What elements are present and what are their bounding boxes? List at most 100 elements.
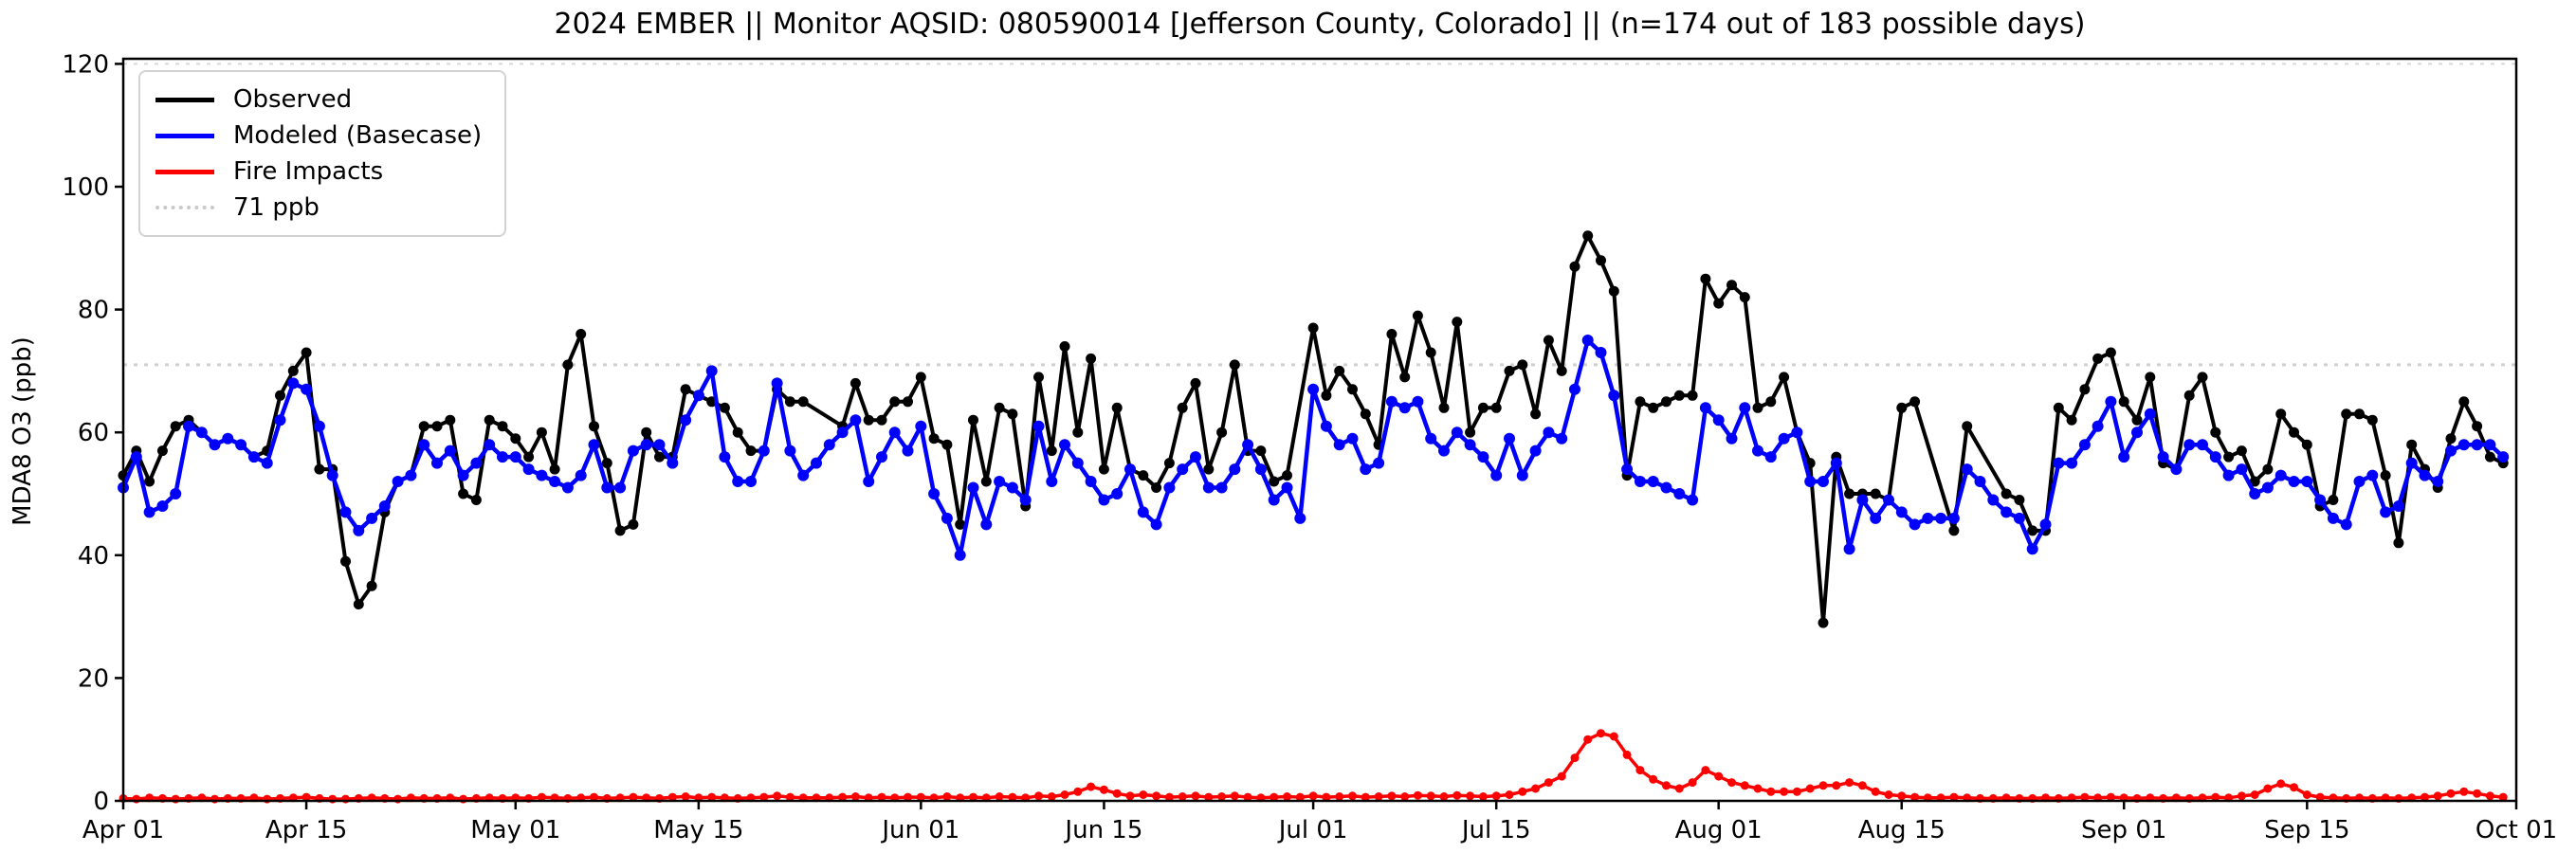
data-point xyxy=(1597,729,1605,738)
data-point xyxy=(235,439,247,451)
data-point xyxy=(2289,426,2299,438)
data-point xyxy=(590,792,598,802)
data-point xyxy=(1581,335,1594,346)
data-point xyxy=(1059,341,1070,352)
data-point xyxy=(1832,781,1841,790)
data-point xyxy=(1570,753,1580,763)
data-point xyxy=(681,792,690,801)
legend-entry-observed: Observed xyxy=(155,82,482,118)
data-point xyxy=(326,469,338,481)
data-point xyxy=(1843,543,1855,555)
data-point xyxy=(1608,285,1619,297)
data-point xyxy=(1163,481,1176,494)
data-point xyxy=(1046,476,1058,487)
data-point xyxy=(758,445,770,457)
data-point xyxy=(1308,791,1318,801)
data-point xyxy=(1947,512,1960,524)
data-point xyxy=(1780,787,1789,796)
data-point xyxy=(1909,518,1921,531)
data-point xyxy=(1609,732,1618,741)
legend-entry-threshold: 71 ppb xyxy=(155,190,482,226)
legend-label-observed: Observed xyxy=(233,85,353,114)
data-point xyxy=(2157,451,2169,463)
data-point xyxy=(2237,791,2246,801)
data-point xyxy=(1034,791,1043,801)
data-point xyxy=(1229,463,1241,476)
data-point xyxy=(2078,439,2091,451)
data-point xyxy=(1295,792,1305,802)
data-point xyxy=(1139,790,1148,799)
data-point xyxy=(2484,451,2495,463)
data-point xyxy=(1871,787,1880,796)
plot-border xyxy=(121,57,2518,803)
data-point xyxy=(2105,395,2117,408)
data-point xyxy=(1766,787,1776,796)
data-point xyxy=(2001,506,2013,518)
data-point xyxy=(1425,432,1437,445)
data-point xyxy=(1961,463,1973,476)
data-point xyxy=(313,420,325,432)
data-point xyxy=(1870,488,1881,499)
data-point xyxy=(2039,518,2052,531)
data-point xyxy=(1008,792,1017,802)
data-point xyxy=(1688,778,1697,788)
data-point xyxy=(1294,512,1306,524)
data-point xyxy=(1438,402,1450,413)
data-point xyxy=(2421,792,2429,802)
data-point xyxy=(1060,790,1069,799)
data-point xyxy=(1215,481,1228,494)
data-point xyxy=(889,396,901,408)
data-point xyxy=(773,791,782,801)
data-point xyxy=(1099,785,1108,794)
data-point xyxy=(2249,476,2260,487)
data-point xyxy=(1098,463,1109,475)
data-point xyxy=(2131,414,2143,426)
data-point xyxy=(2014,495,2025,505)
data-point xyxy=(2092,353,2104,364)
data-point xyxy=(994,402,1005,413)
data-point xyxy=(863,476,875,487)
data-point xyxy=(1073,787,1083,796)
data-point xyxy=(274,414,286,426)
data-point xyxy=(1178,792,1187,801)
data-point xyxy=(339,506,352,518)
data-point xyxy=(2144,408,2156,420)
data-point xyxy=(1712,414,1725,426)
data-point xyxy=(1202,481,1215,494)
data-point xyxy=(1191,791,1200,801)
data-point xyxy=(1596,255,1606,266)
data-point xyxy=(1543,335,1554,346)
data-point xyxy=(1897,791,1907,801)
data-point xyxy=(2261,481,2274,494)
data-point xyxy=(1322,792,1331,802)
data-point xyxy=(2209,451,2221,463)
data-point xyxy=(904,792,912,802)
data-point xyxy=(2302,790,2311,799)
data-point xyxy=(1451,426,1463,439)
data-point xyxy=(1987,494,2000,506)
data-point xyxy=(2263,784,2273,793)
data-point xyxy=(850,414,862,426)
data-point xyxy=(876,451,887,463)
data-point xyxy=(457,469,469,481)
y-tick-label: 80 xyxy=(78,297,109,325)
data-point xyxy=(392,476,404,487)
data-point xyxy=(1635,766,1645,775)
data-point xyxy=(536,469,548,481)
data-point xyxy=(1818,781,1828,790)
data-point xyxy=(629,792,638,802)
data-point xyxy=(1752,402,1763,413)
chart-title: 2024 EMBER || Monitor AQSID: 080590014 [… xyxy=(554,8,2086,41)
data-point xyxy=(1190,451,1201,463)
data-point xyxy=(836,426,849,439)
data-point xyxy=(1399,372,1411,383)
data-point xyxy=(850,792,860,801)
data-point xyxy=(928,488,941,499)
data-point xyxy=(366,512,378,524)
data-point xyxy=(2275,408,2287,420)
data-point xyxy=(2211,792,2220,802)
data-point xyxy=(850,377,861,389)
data-point xyxy=(1922,512,1934,524)
data-point xyxy=(549,476,561,487)
data-point xyxy=(2328,495,2339,505)
